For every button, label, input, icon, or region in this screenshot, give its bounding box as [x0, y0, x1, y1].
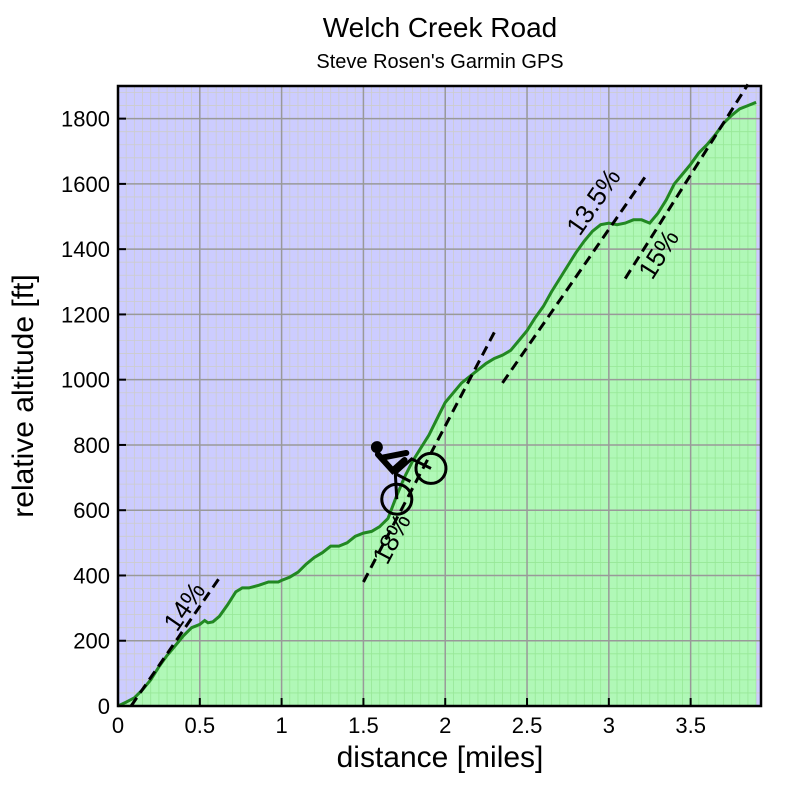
x-axis-label: distance [miles] [337, 741, 544, 774]
front-wheel [414, 451, 448, 485]
x-tick-label: 1.5 [348, 713, 379, 738]
y-tick-label: 600 [73, 498, 110, 523]
y-tick-label: 1800 [61, 107, 110, 132]
y-tick-label: 200 [73, 629, 110, 654]
x-tick-label: 3 [603, 713, 615, 738]
y-tick-label: 1000 [61, 368, 110, 393]
x-tick-label: 2.5 [512, 713, 543, 738]
rider-body [374, 449, 410, 475]
y-tick-label: 1400 [61, 237, 110, 262]
rear-wheel [380, 482, 414, 516]
y-tick-label: 400 [73, 563, 110, 588]
x-tick-label: 1 [275, 713, 287, 738]
chart-title: Welch Creek Road [323, 12, 557, 43]
x-tick-label: 0.5 [185, 713, 216, 738]
cyclist-icon-layer [370, 441, 448, 516]
rider-head [370, 441, 383, 454]
elevation-area [118, 102, 757, 707]
elevation-line [117, 100, 757, 708]
y-tick-label: 1600 [61, 172, 110, 197]
x-tick-label: 2 [439, 713, 451, 738]
chart-subtitle: Steve Rosen's Garmin GPS [316, 51, 563, 73]
grade-line [501, 176, 647, 384]
x-axis-ticks: 0 0.5 1 1.5 2 2.5 3 3.5 [112, 698, 706, 738]
y-tick-label: 800 [73, 433, 110, 458]
bike-frame [393, 457, 432, 500]
y-tick-label: 1200 [61, 302, 110, 327]
y-tick-label: 0 [98, 694, 110, 719]
grade-line [129, 574, 223, 707]
x-tick-label: 0 [112, 713, 124, 738]
plot-frame [116, 84, 763, 708]
grade-line [623, 83, 750, 280]
y-axis-label: relative altitude [ft] [7, 274, 40, 517]
cyclist-icon [370, 441, 448, 516]
y-axis-ticks: 0 200 400 600 800 1000 1200 1400 1600 1800 [61, 107, 126, 719]
x-tick-label: 3.5 [675, 713, 706, 738]
